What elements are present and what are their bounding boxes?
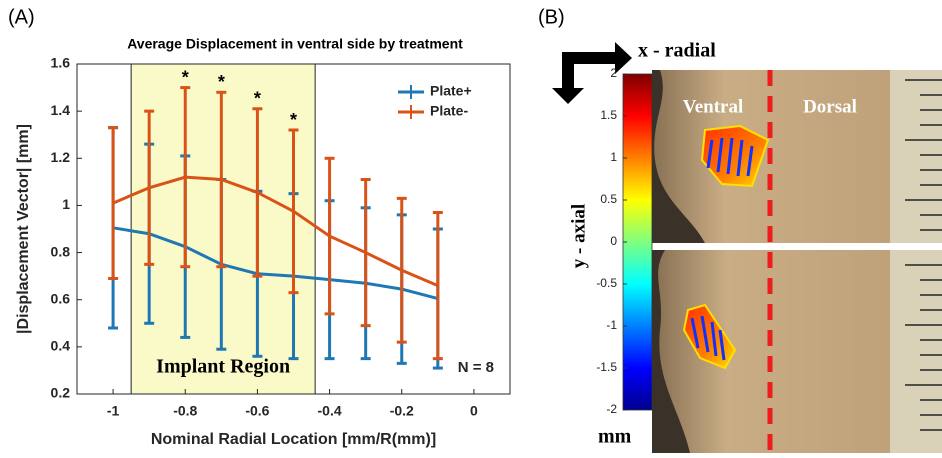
y-axis-label: |Displacement Vector| [mm] xyxy=(15,124,32,334)
photo xyxy=(652,70,942,453)
y-tick-label: 1.6 xyxy=(51,55,71,71)
annotation: * xyxy=(290,110,297,130)
colorbar-tick-label: 0.5 xyxy=(600,192,617,206)
colorbar-tick-label: -1 xyxy=(606,318,617,332)
legend-label: Plate+ xyxy=(430,83,472,99)
region-label: Dorsal xyxy=(803,96,857,117)
region-label: Ventral xyxy=(683,96,744,117)
x-axis-label: x - radial xyxy=(638,40,716,62)
x-tick-label: -0.2 xyxy=(390,403,414,419)
colorbar-tick-label: -1.5 xyxy=(596,360,617,374)
colorbar-tick-label: -0.5 xyxy=(596,276,617,290)
annotation: * xyxy=(218,72,225,92)
colorbar-tick-label: 0 xyxy=(610,234,617,248)
annotation: * xyxy=(182,67,189,87)
y-tick-label: 0.4 xyxy=(51,338,71,354)
region xyxy=(131,64,315,394)
colorbar xyxy=(623,74,652,410)
figure: (A) Average Displacement in ventral side … xyxy=(0,0,942,453)
colorbar-tick-label: 1 xyxy=(610,150,617,164)
legend-label: Plate- xyxy=(430,103,468,119)
x-tick-label: -0.6 xyxy=(245,403,269,419)
y-axis-label: y - axial xyxy=(568,204,589,268)
legend-item: Plate+ xyxy=(398,83,472,99)
panel-label: (A) xyxy=(8,6,35,28)
x-axis-label: Nominal Radial Location [mm/R(mm)] xyxy=(151,431,436,448)
y-tick-label: 1.2 xyxy=(51,149,71,165)
page: {"chart_data": [ {"type": "line", "panel… xyxy=(0,0,942,453)
region-label: Implant Region xyxy=(156,356,290,378)
colorbar-tick-label: 2 xyxy=(610,66,617,80)
chart-title: Average Displacement in ventral side by … xyxy=(127,36,463,52)
colorbar-unit: mm xyxy=(598,426,632,448)
y-tick-label: 0.8 xyxy=(51,243,71,259)
note: N = 8 xyxy=(458,359,494,376)
legend-item: Plate- xyxy=(398,103,468,119)
colorbar-tick-label: 1.5 xyxy=(600,108,617,122)
axis-arrows xyxy=(552,42,632,104)
x-tick-label: -0.4 xyxy=(318,403,342,419)
y-tick-label: 1 xyxy=(62,196,70,212)
colorbar-tick-label: -2 xyxy=(606,402,617,416)
x-tick-label: -1 xyxy=(107,403,120,419)
x-tick-label: 0 xyxy=(470,403,478,419)
x-tick-label: -0.8 xyxy=(173,403,197,419)
panel-label: (B) xyxy=(538,6,565,28)
y-tick-label: 1.4 xyxy=(51,102,71,118)
y-tick-label: 0.6 xyxy=(51,290,71,306)
annotation: * xyxy=(254,89,261,109)
y-tick-label: 0.2 xyxy=(51,385,71,401)
